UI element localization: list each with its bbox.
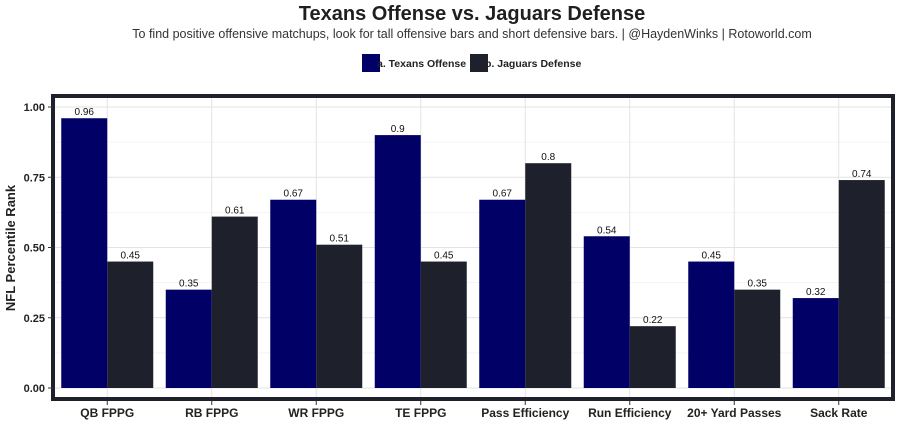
bar: [211, 216, 258, 388]
y-tick-label: 1.00: [24, 102, 45, 114]
bar-value-label: 0.96: [75, 107, 95, 118]
bar-value-label: 0.67: [493, 189, 513, 200]
bar-value-label: 0.45: [434, 251, 454, 262]
x-category-label: Pass Efficiency: [481, 406, 569, 420]
bar: [316, 244, 363, 388]
bar: [479, 199, 526, 388]
chart-subtitle: To find positive offensive matchups, loo…: [132, 27, 811, 41]
bar: [583, 236, 630, 388]
legend-label-jaguars-defense: b. Jaguars Defense: [485, 58, 581, 70]
bar-value-label: 0.51: [330, 234, 350, 245]
x-category-label: Run Efficiency: [588, 406, 672, 420]
x-category-label: QB FPPG: [80, 406, 134, 420]
bar: [838, 180, 885, 388]
bar: [734, 289, 781, 388]
bar-value-label: 0.35: [748, 279, 768, 290]
bars: [61, 118, 885, 389]
data-labels: 0.96 0.45 0.35 0.61 0.67 0.51 0.9 0.45 0.67 0.8 0.…: [75, 107, 872, 326]
bar-value-label: 0.61: [225, 206, 245, 217]
legend-swatch-jaguars-defense: [470, 54, 488, 72]
legend-swatch-texans-offense: [362, 54, 380, 72]
y-tick-label: 0.75: [24, 172, 45, 184]
x-category-label: WR FPPG: [288, 406, 344, 420]
bar-value-label: 0.9: [391, 124, 405, 135]
bar: [165, 289, 212, 388]
legend-label-texans-offense: a. Texans Offense: [377, 58, 466, 70]
legend: a. Texans Offense b. Jaguars Defense: [362, 54, 581, 72]
bar: [525, 163, 572, 388]
bar: [420, 261, 467, 388]
bar: [270, 199, 317, 388]
x-category-label: 20+ Yard Passes: [687, 406, 782, 420]
bar-value-label: 0.74: [852, 169, 872, 180]
bar-value-label: 0.8: [541, 152, 555, 163]
bar: [629, 326, 676, 388]
bar: [688, 261, 735, 388]
x-category-label: TE FPPG: [395, 406, 446, 420]
y-axis-ticks: 0.00 0.25 0.50 0.75 1.00: [24, 102, 53, 395]
y-tick-label: 0.50: [24, 243, 45, 255]
bar-value-label: 0.45: [702, 251, 722, 262]
bar-value-label: 0.22: [643, 315, 663, 326]
bar: [792, 298, 839, 388]
y-tick-label: 0.25: [24, 313, 45, 325]
y-tick-label: 0.00: [24, 383, 45, 395]
bar-value-label: 0.67: [284, 189, 304, 200]
bar-value-label: 0.32: [806, 287, 826, 298]
bar-value-label: 0.54: [597, 225, 617, 236]
chart-title: Texans Offense vs. Jaguars Defense: [299, 3, 645, 25]
bar-value-label: 0.35: [179, 279, 199, 290]
x-axis-labels: QB FPPG RB FPPG WR FPPG TE FPPG Pass Efficie…: [80, 401, 868, 420]
x-category-label: RB FPPG: [185, 406, 238, 420]
x-category-label: Sack Rate: [810, 406, 868, 420]
bar: [107, 261, 154, 388]
bar-value-label: 0.45: [121, 251, 141, 262]
bar: [374, 135, 421, 388]
y-axis-title: NFL Percentile Rank: [3, 184, 18, 311]
bar: [61, 118, 108, 389]
